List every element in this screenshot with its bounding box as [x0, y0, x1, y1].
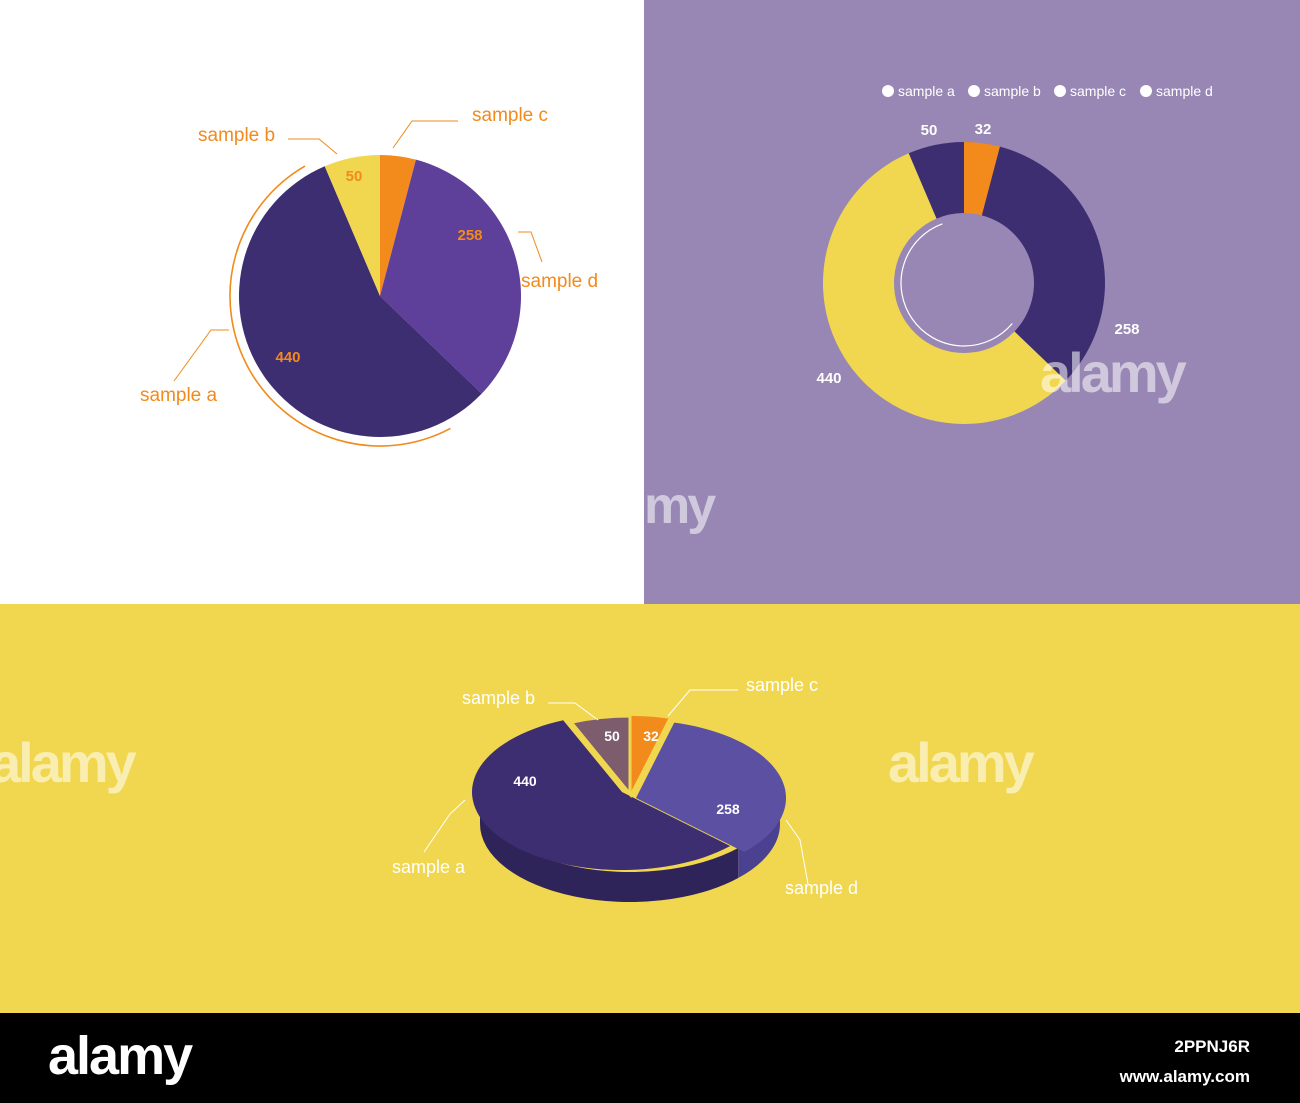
- pie-slice-sample-d: [636, 722, 787, 853]
- pie-side-wall: [479, 794, 739, 902]
- legend-label: sample b: [984, 83, 1041, 99]
- image-id: 2PPNJ6R: [1174, 1037, 1250, 1056]
- value-label: 50: [604, 728, 620, 744]
- pie-slice-sample-d: [380, 159, 521, 394]
- category-label: sample a: [140, 385, 218, 406]
- category-label: sample c: [472, 105, 548, 126]
- category-label: sample b: [462, 688, 535, 708]
- category-label: sample c: [746, 675, 818, 695]
- pie-slice-sample-b: [908, 142, 964, 219]
- callout-line: [288, 138, 338, 155]
- pie-3d-chart-panel: 50 32 258 440 sample c sample b sample d sample…: [0, 604, 1300, 1013]
- donut-chart-panel: 50 32 258 440 sample a sample b sample c sample…: [644, 0, 1300, 604]
- value-label: 50: [346, 168, 363, 185]
- callout-line: [173, 329, 229, 382]
- pie-chart: 440 50 258 sample c sample b sample d sample a: [140, 105, 598, 447]
- legend-marker: [1054, 85, 1066, 97]
- watermark-url: www.alamy.com: [1119, 1067, 1250, 1086]
- legend-label: sample a: [898, 83, 955, 99]
- callout-line: [423, 799, 466, 853]
- legend-label: sample d: [1156, 83, 1213, 99]
- value-label: 32: [975, 121, 992, 138]
- value-label: 440: [816, 370, 841, 387]
- pie-slice-sample-d: [981, 146, 1105, 381]
- watermark-footer: alamy 2PPNJ6R www.alamy.com: [0, 1013, 1300, 1103]
- callout-line: [392, 120, 458, 149]
- legend-marker: [968, 85, 980, 97]
- value-label: 440: [513, 773, 537, 789]
- category-label: sample d: [785, 878, 858, 898]
- pie-slice-sample-a: [472, 720, 731, 870]
- watermark-logo: alamy: [48, 1026, 193, 1086]
- callout-line: [548, 702, 599, 721]
- pie-slice-sample-c: [964, 142, 1000, 216]
- category-label: sample d: [521, 271, 598, 292]
- decorative-arc: [900, 223, 1013, 347]
- category-label: sample b: [198, 125, 275, 146]
- value-label: 50: [921, 122, 938, 139]
- category-label: sample a: [392, 857, 466, 877]
- legend-marker: [882, 85, 894, 97]
- pie-chart-panel: 440 50 258 sample c sample b sample d sample a: [0, 0, 644, 604]
- pie-slice-sample-a: [823, 153, 1066, 424]
- legend-marker: [1140, 85, 1152, 97]
- value-label: 258: [457, 227, 482, 244]
- pie-3d-chart: 50 32 258 440 sample c sample b sample d sample…: [392, 675, 858, 902]
- callout-line: [785, 819, 809, 885]
- pie-slice-sample-b: [324, 155, 380, 296]
- donut-chart: 50 32 258 440 sample a sample b sample c sample…: [816, 83, 1213, 424]
- pie-slice-sample-b: [568, 714, 632, 799]
- callout-line: [667, 689, 738, 717]
- pie-slice-sample-a: [239, 166, 482, 437]
- callout-line: [518, 231, 543, 263]
- value-label: 258: [716, 801, 740, 817]
- value-label: 32: [643, 728, 659, 744]
- legend-label: sample c: [1070, 83, 1126, 99]
- decorative-arc: [229, 165, 451, 447]
- pie-slice-sample-c: [380, 155, 416, 296]
- value-label: 440: [275, 349, 300, 366]
- pie-slice-sample-c: [630, 716, 669, 794]
- value-label: 258: [1114, 321, 1139, 338]
